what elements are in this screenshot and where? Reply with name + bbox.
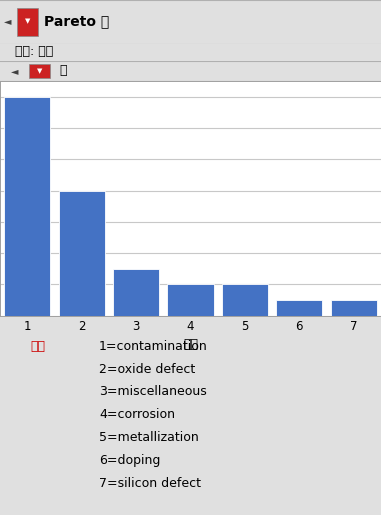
Bar: [222, 284, 268, 316]
Text: ▼: ▼: [37, 67, 42, 74]
Text: 1=contamination: 1=contamination: [99, 339, 208, 353]
Text: 3=miscellaneous: 3=miscellaneous: [99, 385, 207, 399]
Text: ◄: ◄: [11, 65, 19, 76]
Bar: [4, 97, 50, 316]
Bar: [276, 300, 322, 316]
Text: ◄: ◄: [4, 16, 11, 26]
Text: 5=metallization: 5=metallization: [99, 431, 199, 444]
Text: 4=corrosion: 4=corrosion: [99, 408, 175, 421]
Text: ▼: ▼: [25, 18, 30, 24]
X-axis label: 失败: 失败: [183, 338, 198, 351]
Bar: [113, 269, 159, 316]
Text: 2=oxide defect: 2=oxide defect: [99, 363, 195, 375]
FancyBboxPatch shape: [29, 64, 50, 78]
Text: 7=silicon defect: 7=silicon defect: [99, 477, 201, 490]
Text: 图: 图: [59, 64, 67, 77]
Text: 频数: 数量: 频数: 数量: [15, 45, 53, 58]
Text: 6=doping: 6=doping: [99, 454, 160, 467]
Bar: [59, 191, 105, 316]
Text: 失败: 失败: [30, 339, 45, 353]
FancyBboxPatch shape: [17, 8, 38, 36]
Text: Pareto 图: Pareto 图: [44, 14, 109, 28]
Bar: [331, 300, 377, 316]
Bar: [167, 284, 214, 316]
